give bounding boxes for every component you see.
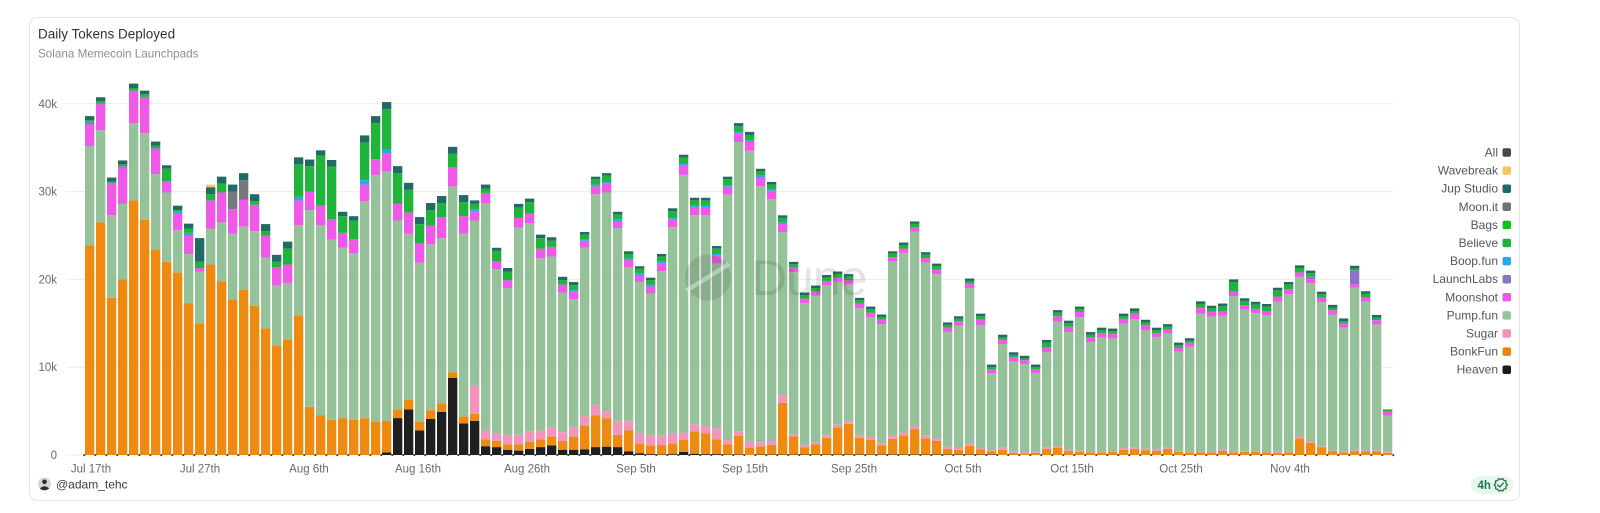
svg-text:Sep 5th: Sep 5th [616, 464, 656, 476]
svg-text:Oct 15th: Oct 15th [1050, 464, 1093, 476]
svg-text:Believe: Believe [1459, 236, 1499, 250]
svg-text:Sugar: Sugar [1466, 327, 1498, 341]
svg-text:Aug 6th: Aug 6th [289, 464, 329, 476]
svg-text:Wavebreak: Wavebreak [1438, 164, 1499, 178]
svg-text:Jup Studio: Jup Studio [1441, 182, 1498, 196]
svg-text:Oct 5th: Oct 5th [944, 464, 981, 476]
svg-text:Pump.fun: Pump.fun [1447, 308, 1498, 322]
svg-text:30k: 30k [38, 187, 57, 199]
svg-text:Bags: Bags [1471, 218, 1498, 232]
svg-text:Aug 16th: Aug 16th [395, 464, 441, 476]
svg-text:All: All [1485, 146, 1498, 160]
svg-text:Heaven: Heaven [1457, 363, 1498, 377]
svg-text:Moon.it: Moon.it [1459, 200, 1499, 214]
svg-text:4h: 4h [1478, 480, 1491, 492]
svg-text:Boop.fun: Boop.fun [1450, 254, 1498, 268]
svg-text:Jul 27th: Jul 27th [180, 464, 220, 476]
svg-text:Jul 17th: Jul 17th [71, 464, 111, 476]
svg-text:Sep 25th: Sep 25th [831, 464, 877, 476]
svg-text:Solana Memecoin Launchpads: Solana Memecoin Launchpads [38, 48, 199, 61]
svg-text:10k: 10k [38, 362, 57, 374]
svg-text:40k: 40k [38, 99, 57, 111]
svg-text:Dune: Dune [751, 250, 867, 306]
svg-text:BonkFun: BonkFun [1450, 345, 1498, 359]
svg-text:Nov 4th: Nov 4th [1270, 464, 1310, 476]
svg-text:20k: 20k [38, 274, 57, 286]
svg-text:LaunchLabs: LaunchLabs [1433, 272, 1498, 286]
svg-text:Moonshot: Moonshot [1445, 290, 1498, 304]
svg-text:Daily Tokens Deployed: Daily Tokens Deployed [38, 27, 175, 42]
svg-text:@adam_tehc: @adam_tehc [56, 478, 128, 492]
svg-text:Sep 15th: Sep 15th [722, 464, 768, 476]
svg-text:Oct 25th: Oct 25th [1159, 464, 1202, 476]
svg-text:Aug 26th: Aug 26th [504, 464, 550, 476]
svg-text:0: 0 [51, 450, 57, 462]
